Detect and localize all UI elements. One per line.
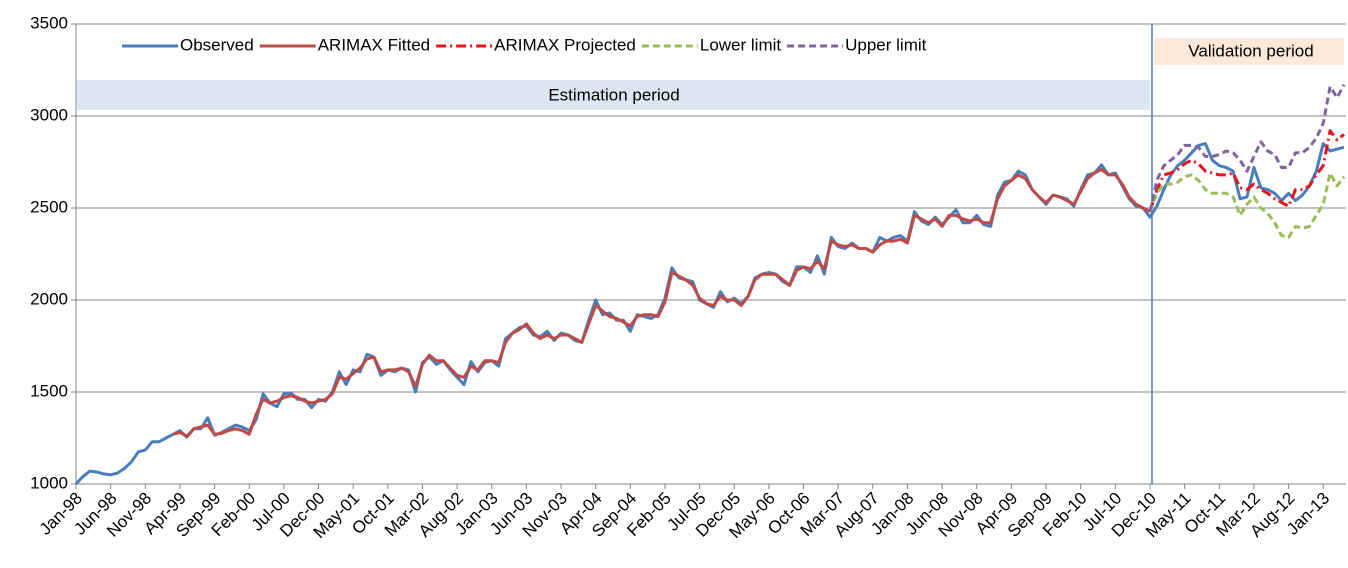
legend-label: Observed [180,35,254,54]
annotation: Estimation period [548,85,679,104]
y-tick-label: 1000 [30,473,68,492]
estimation-box [77,80,1150,110]
legend-label: ARIMAX Fitted [318,35,430,54]
validation-box [1153,38,1344,65]
legend-label: ARIMAX Projected [494,35,636,54]
legend-label: Upper limit [845,35,927,54]
y-tick-label: 2500 [30,197,68,216]
legend-label: Lower limit [700,35,782,54]
series-line [1148,83,1346,213]
y-tick-label: 1500 [30,381,68,400]
series-line [1148,129,1345,213]
annotation: Validation period [1188,41,1313,60]
y-tick-label: 3500 [30,13,68,32]
y-tick-label: 3000 [30,105,68,124]
y-tick-label: 2000 [30,289,68,308]
series-line [172,167,1151,438]
series-line [1148,171,1346,239]
